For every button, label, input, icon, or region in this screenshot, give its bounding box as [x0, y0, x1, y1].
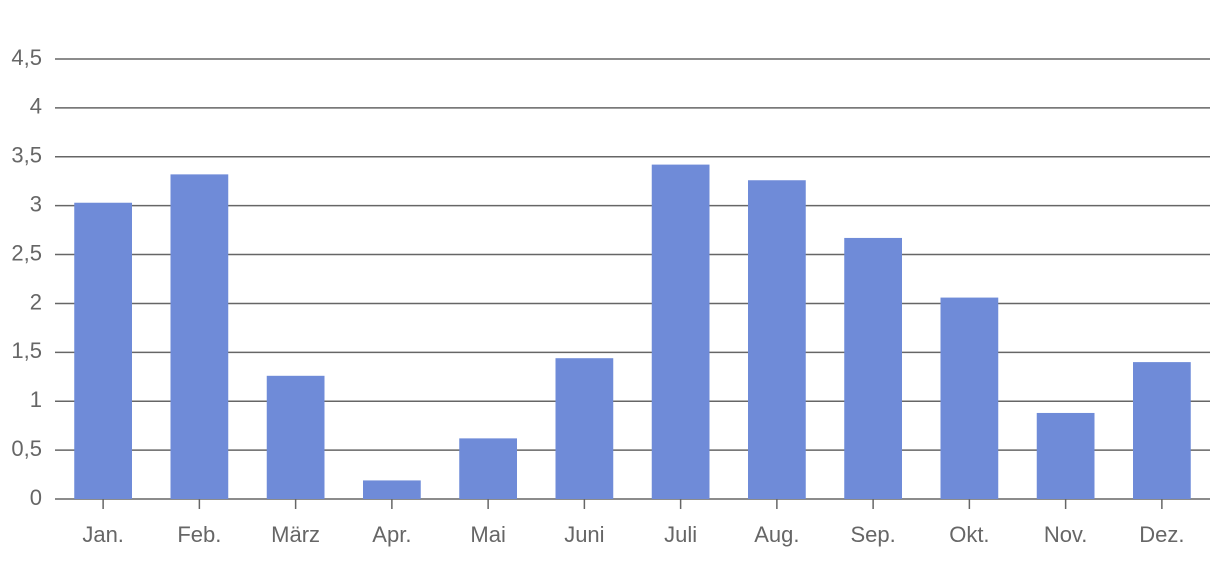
y-tick-label: 0	[30, 485, 42, 510]
x-tick-label: Feb.	[177, 522, 221, 547]
x-tick-label: Mai	[470, 522, 505, 547]
x-tick-label: Jan.	[82, 522, 124, 547]
bar	[363, 480, 421, 499]
bar	[170, 174, 229, 499]
x-tick-label: Okt.	[949, 522, 989, 547]
x-tick-label: Sep.	[850, 522, 895, 547]
bar	[74, 202, 132, 499]
y-tick-label: 1,5	[11, 338, 42, 363]
bar	[940, 297, 999, 499]
y-tick-label: 4	[30, 94, 42, 119]
y-tick-label: 0,5	[11, 436, 42, 461]
x-tick-label: Nov.	[1044, 522, 1088, 547]
bar	[459, 438, 517, 499]
bar	[1036, 412, 1095, 499]
x-tick-label: Aug.	[754, 522, 799, 547]
x-tick-label: Juni	[564, 522, 604, 547]
bar	[1133, 362, 1191, 499]
y-tick-label: 2	[30, 289, 42, 314]
bar	[844, 237, 902, 499]
bar	[266, 375, 325, 499]
y-tick-label: 2,5	[11, 240, 42, 265]
bar	[748, 180, 806, 499]
y-tick-label: 1	[30, 387, 42, 412]
x-tick-label: März	[271, 522, 320, 547]
bar	[651, 164, 710, 499]
bar	[555, 358, 614, 499]
x-tick-label: Juli	[664, 522, 697, 547]
y-tick-label: 4,5	[11, 45, 42, 70]
y-tick-label: 3	[30, 191, 42, 216]
x-tick-label: Apr.	[372, 522, 411, 547]
y-tick-label: 3,5	[11, 143, 42, 168]
x-tick-label: Dez.	[1139, 522, 1184, 547]
